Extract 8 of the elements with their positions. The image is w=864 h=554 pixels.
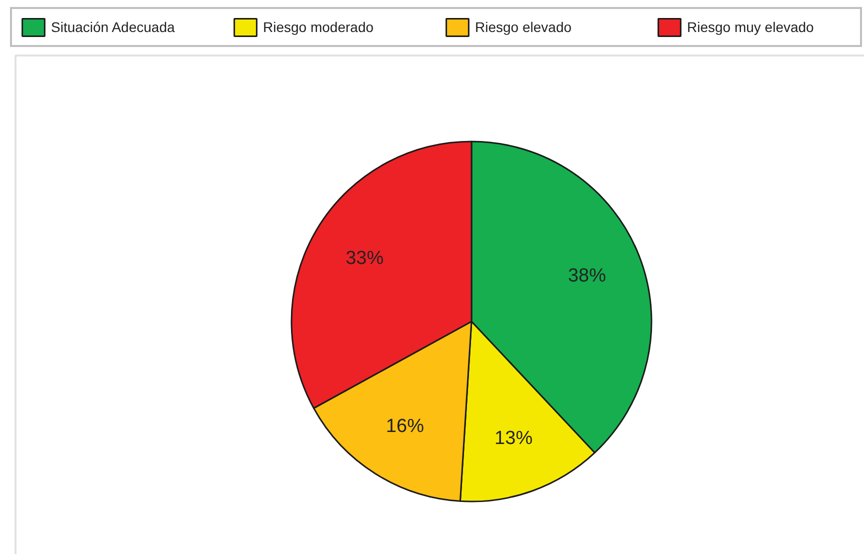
data-label: 38% bbox=[568, 265, 606, 286]
data-label: 13% bbox=[494, 428, 533, 449]
legend-label: Riesgo elevado bbox=[475, 19, 573, 35]
legend-label: Situación Adecuada bbox=[51, 19, 176, 35]
data-label: 16% bbox=[386, 416, 424, 437]
data-label: 33% bbox=[346, 248, 384, 269]
legend-label: Riesgo muy elevado bbox=[687, 19, 815, 35]
legend-label: Riesgo moderado bbox=[263, 19, 375, 35]
